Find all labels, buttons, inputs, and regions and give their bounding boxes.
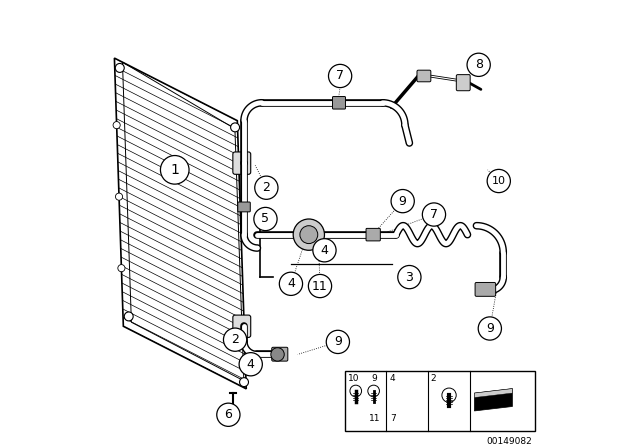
Circle shape — [254, 207, 277, 231]
FancyBboxPatch shape — [333, 96, 346, 109]
Text: 10: 10 — [492, 176, 506, 186]
Polygon shape — [474, 388, 513, 397]
Circle shape — [442, 388, 456, 402]
Text: 9: 9 — [399, 194, 406, 207]
Text: 6: 6 — [225, 408, 232, 421]
Polygon shape — [115, 58, 246, 389]
Text: 4: 4 — [321, 244, 328, 257]
Circle shape — [115, 193, 123, 200]
Text: 4: 4 — [247, 358, 255, 371]
Text: 9: 9 — [486, 322, 494, 335]
Text: 1: 1 — [170, 163, 179, 177]
Polygon shape — [474, 388, 513, 411]
Text: 4: 4 — [287, 277, 295, 290]
Circle shape — [293, 219, 324, 250]
Circle shape — [326, 330, 349, 353]
Circle shape — [368, 385, 380, 397]
Circle shape — [478, 317, 502, 340]
Text: 8: 8 — [475, 58, 483, 71]
Circle shape — [255, 176, 278, 199]
Circle shape — [113, 121, 120, 129]
Circle shape — [161, 155, 189, 184]
FancyBboxPatch shape — [233, 152, 251, 174]
Text: 4: 4 — [390, 374, 396, 383]
Text: 11: 11 — [312, 280, 328, 293]
Text: 9: 9 — [334, 336, 342, 349]
Text: 11: 11 — [369, 414, 381, 422]
FancyBboxPatch shape — [475, 282, 495, 296]
Circle shape — [328, 65, 352, 88]
Circle shape — [223, 328, 246, 351]
Circle shape — [300, 226, 318, 244]
Circle shape — [467, 53, 490, 77]
FancyBboxPatch shape — [366, 228, 380, 241]
Text: 7: 7 — [430, 208, 438, 221]
FancyBboxPatch shape — [272, 347, 288, 361]
Circle shape — [271, 348, 284, 361]
Circle shape — [350, 385, 362, 397]
Circle shape — [115, 64, 124, 73]
Text: 2: 2 — [430, 374, 436, 383]
Circle shape — [118, 265, 125, 272]
Text: 7: 7 — [336, 69, 344, 82]
FancyBboxPatch shape — [417, 70, 431, 82]
Circle shape — [239, 353, 262, 376]
Text: 3: 3 — [406, 271, 413, 284]
Circle shape — [487, 169, 510, 193]
Text: 5: 5 — [262, 212, 269, 225]
Text: 2: 2 — [231, 333, 239, 346]
Text: 2: 2 — [262, 181, 270, 194]
Circle shape — [398, 266, 421, 289]
FancyBboxPatch shape — [233, 315, 251, 337]
Text: 7: 7 — [390, 414, 396, 422]
Circle shape — [313, 239, 336, 262]
FancyBboxPatch shape — [238, 202, 250, 212]
Circle shape — [279, 272, 303, 295]
FancyBboxPatch shape — [456, 75, 470, 91]
Circle shape — [230, 123, 239, 132]
Circle shape — [308, 275, 332, 297]
Circle shape — [422, 203, 445, 226]
Circle shape — [124, 312, 133, 321]
Circle shape — [391, 190, 414, 213]
Text: 00149082: 00149082 — [486, 437, 532, 446]
Circle shape — [239, 378, 248, 387]
Bar — [344, 371, 534, 431]
Circle shape — [217, 403, 240, 426]
Text: 9: 9 — [371, 374, 377, 383]
Text: 10: 10 — [348, 374, 359, 383]
